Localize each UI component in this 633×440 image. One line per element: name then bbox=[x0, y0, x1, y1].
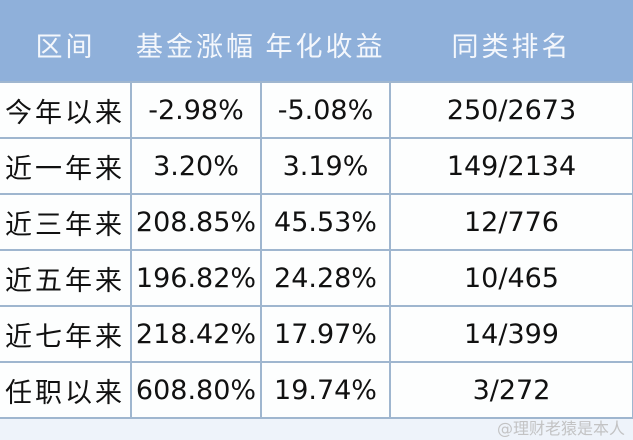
cell-peer-rank: 12/776 bbox=[389, 193, 633, 251]
cell-fund-gain: 196.82% bbox=[130, 249, 262, 307]
cell-annualized-return: 45.53% bbox=[260, 193, 391, 251]
watermark: @理财老猿是本人 bbox=[496, 419, 625, 438]
cell-annualized-return: 19.74% bbox=[260, 361, 391, 419]
table-row: 近七年来 218.42% 17.97% 14/399 bbox=[0, 305, 633, 363]
header-row: 区间 基金涨幅 年化收益 同类排名 bbox=[0, 0, 633, 82]
cell-fund-gain: 218.42% bbox=[130, 305, 262, 363]
cell-fund-gain: 608.80% bbox=[130, 361, 262, 419]
cell-period: 近一年来 bbox=[0, 137, 132, 195]
cell-peer-rank: 10/465 bbox=[389, 249, 633, 307]
table-row: 近一年来 3.20% 3.19% 149/2134 bbox=[0, 137, 633, 195]
cell-annualized-return: 3.19% bbox=[260, 137, 391, 195]
table-row: 近五年来 196.82% 24.28% 10/465 bbox=[0, 249, 633, 307]
cell-fund-gain: 208.85% bbox=[130, 193, 262, 251]
header-peer-rank: 同类排名 bbox=[390, 0, 633, 82]
cell-peer-rank: 250/2673 bbox=[389, 81, 633, 139]
cell-peer-rank: 14/399 bbox=[389, 305, 633, 363]
table-row: 今年以来 -2.98% -5.08% 250/2673 bbox=[0, 81, 633, 139]
cell-period: 今年以来 bbox=[0, 81, 132, 139]
table-row: 任职以来 608.80% 19.74% 3/272 bbox=[0, 361, 633, 419]
cell-fund-gain: 3.20% bbox=[130, 137, 262, 195]
cell-annualized-return: 24.28% bbox=[260, 249, 391, 307]
table-row: 近三年来 208.85% 45.53% 12/776 bbox=[0, 193, 633, 251]
cell-period: 近三年来 bbox=[0, 193, 132, 251]
cell-annualized-return: -5.08% bbox=[260, 81, 391, 139]
header-annualized-return: 年化收益 bbox=[261, 0, 390, 82]
header-period: 区间 bbox=[0, 0, 131, 82]
header-fund-gain: 基金涨幅 bbox=[131, 0, 261, 82]
cell-period: 近五年来 bbox=[0, 249, 132, 307]
cell-peer-rank: 149/2134 bbox=[389, 137, 633, 195]
cell-annualized-return: 17.97% bbox=[260, 305, 391, 363]
cell-period: 任职以来 bbox=[0, 361, 132, 419]
cell-fund-gain: -2.98% bbox=[130, 81, 262, 139]
cell-peer-rank: 3/272 bbox=[389, 361, 633, 419]
cell-period: 近七年来 bbox=[0, 305, 132, 363]
fund-performance-table: 区间 基金涨幅 年化收益 同类排名 今年以来 -2.98% -5.08% 250/26… bbox=[0, 0, 633, 419]
